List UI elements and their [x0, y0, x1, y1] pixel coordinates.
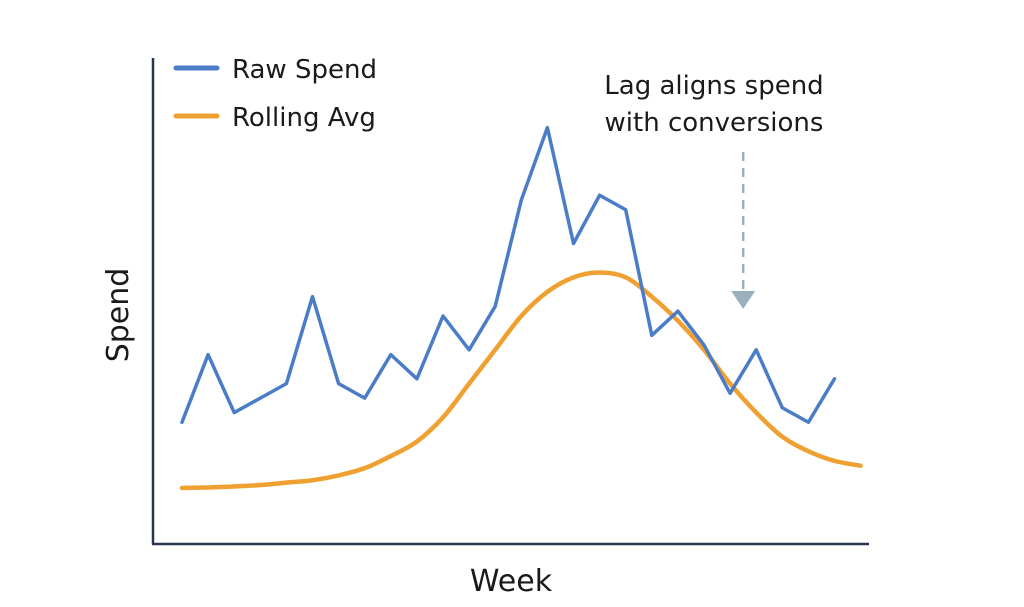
- legend-label-raw-spend: Raw Spend: [232, 55, 377, 85]
- annotation-line-1: Lag aligns spend: [604, 71, 823, 101]
- series-layer: [179, 125, 863, 491]
- annotation-line-2: with conversions: [605, 108, 824, 138]
- series-line-rolling-avg: [179, 270, 863, 491]
- series-line-raw-spend: [180, 125, 837, 424]
- annotation: Lag aligns spend with conversions: [604, 71, 824, 309]
- x-axis-label: Week: [470, 564, 553, 599]
- legend: Raw Spend Rolling Avg: [173, 55, 377, 133]
- legend-label-rolling-avg: Rolling Avg: [232, 103, 376, 133]
- y-axis-label: Spend: [101, 268, 136, 363]
- annotation-arrow-head-icon: [731, 291, 756, 309]
